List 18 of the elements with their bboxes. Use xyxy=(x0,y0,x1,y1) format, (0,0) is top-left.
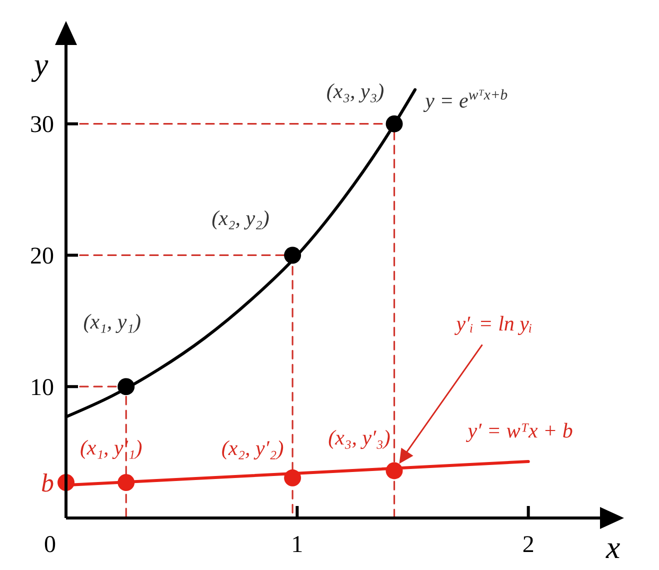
annotation: y′ᵢ = ln yᵢ xyxy=(454,312,532,336)
annotation: (x₂, y₂) xyxy=(212,206,270,230)
annotation: y = e$^{wᵀx+b}$ xyxy=(423,88,508,113)
annotation: (x₃, y′₃) xyxy=(328,426,390,450)
y-tick-label: 10 xyxy=(30,375,54,402)
x-axis-title: x xyxy=(605,529,620,565)
annotation: (x₃, y₃) xyxy=(326,78,384,103)
y-axis-title: y xyxy=(31,46,49,82)
y-tick-label: 30 xyxy=(30,112,54,138)
annotation: y′ = wᵀx + b xyxy=(466,418,573,443)
x-tick-label: 2 xyxy=(522,532,534,558)
x-tick-label: 0 xyxy=(44,532,56,558)
annotation: (x₁, y₁) xyxy=(83,310,141,334)
x-tick-label: 1 xyxy=(291,532,304,558)
y-tick-label: 20 xyxy=(30,244,54,270)
annotation: (x₂, y′₂) xyxy=(221,436,284,460)
annotation: (x₁, y′₁) xyxy=(80,436,142,460)
y-tick-label: b xyxy=(41,468,54,498)
